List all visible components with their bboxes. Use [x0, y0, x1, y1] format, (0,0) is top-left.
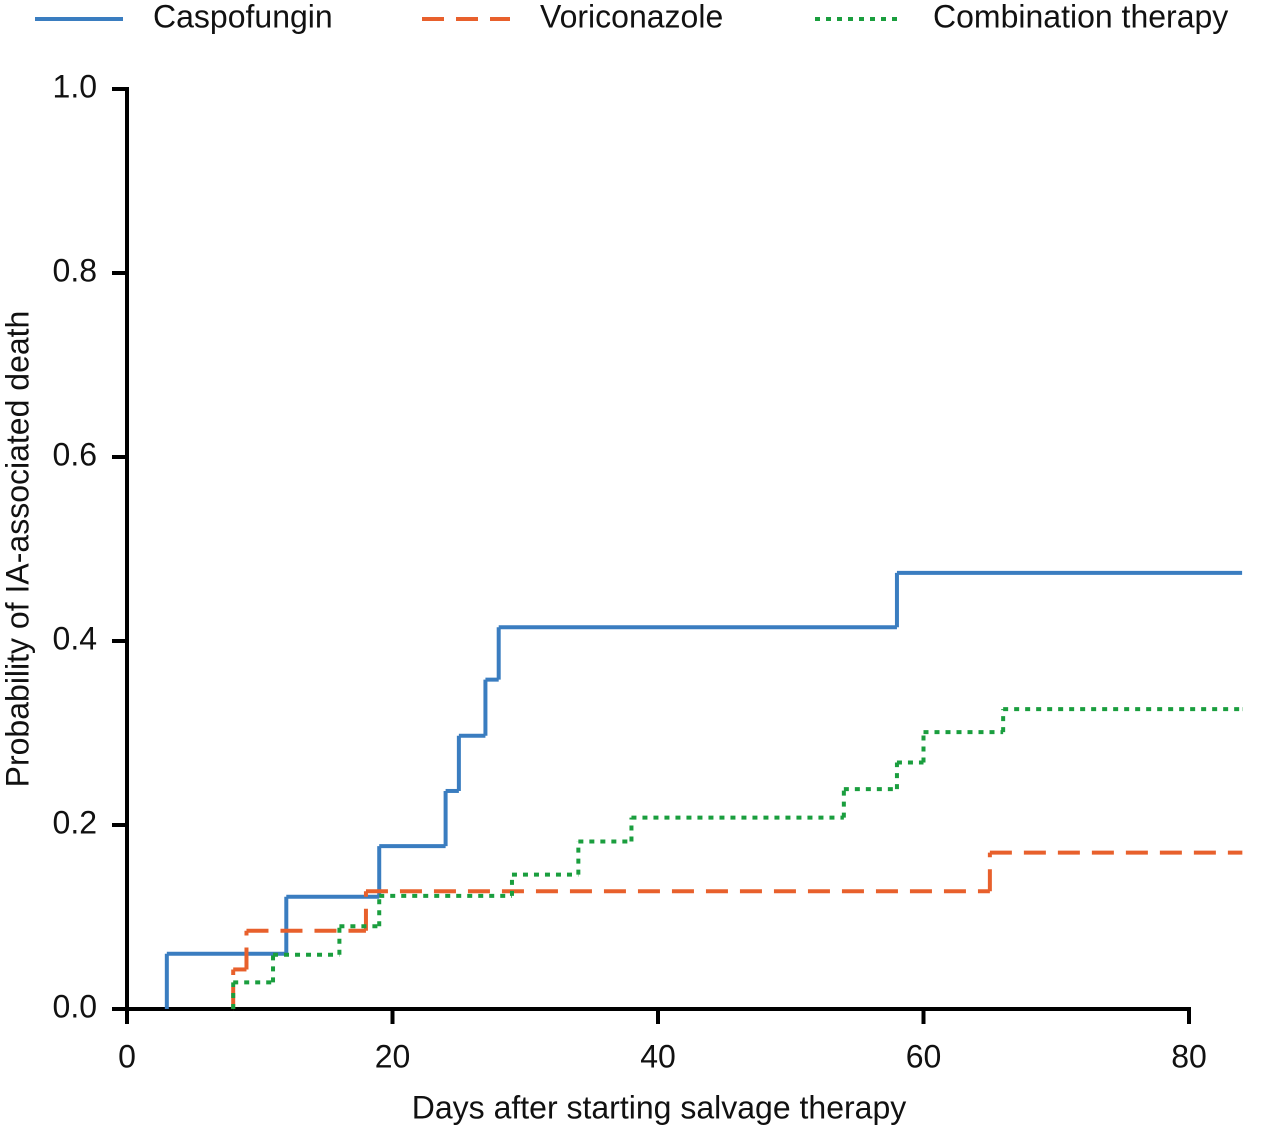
legend-label: Caspofungin — [153, 0, 333, 34]
x-tick-label: 40 — [640, 1038, 676, 1074]
y-tick-label: 0.4 — [53, 620, 97, 656]
legend-label: Combination therapy — [933, 0, 1228, 34]
y-tick-label: 0.0 — [53, 988, 97, 1024]
legend-label: Voriconazole — [540, 0, 723, 34]
y-tick-label: 0.8 — [53, 252, 97, 288]
y-axis-label: Probability of IA-associated death — [0, 311, 35, 788]
y-tick-label: 1.0 — [53, 68, 97, 104]
x-tick-label: 20 — [375, 1038, 411, 1074]
x-axis-label: Days after starting salvage therapy — [412, 1089, 906, 1125]
x-tick-label: 60 — [906, 1038, 942, 1074]
x-tick-label: 0 — [118, 1038, 136, 1074]
x-tick-label: 80 — [1171, 1038, 1207, 1074]
y-tick-label: 0.6 — [53, 436, 97, 472]
y-tick-label: 0.2 — [53, 804, 97, 840]
